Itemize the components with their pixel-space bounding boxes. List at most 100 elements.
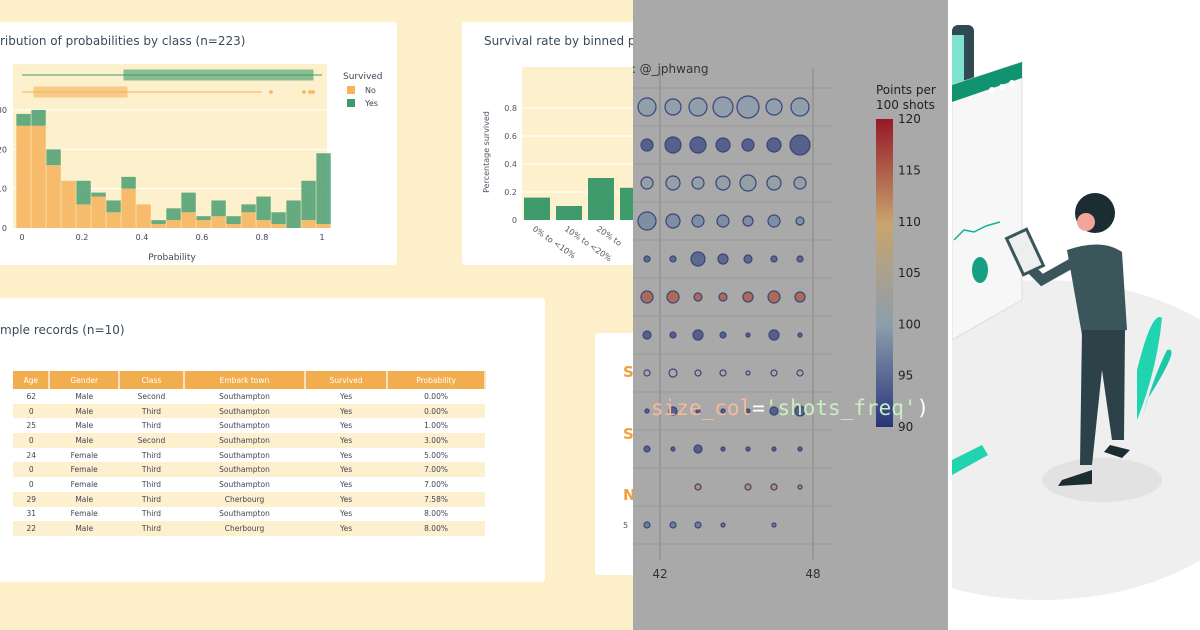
bubble (745, 370, 751, 376)
table-row: 62 Male Second Southampton Yes 0.00% (13, 389, 485, 404)
bubble (719, 331, 727, 339)
code-param: size_col (651, 396, 753, 420)
x-tick-label: 42 (652, 567, 667, 581)
table-cell: Yes (340, 479, 353, 489)
table-cell: 0 (13, 403, 50, 419)
bubble (767, 214, 781, 228)
bubble (793, 176, 807, 190)
table-cell: Yes (305, 433, 388, 448)
bar-yes (301, 180, 316, 221)
bubble (718, 292, 728, 302)
table-cell: 25 (26, 421, 36, 431)
y-tick-label: 0.2 (504, 188, 517, 197)
bubble (664, 98, 682, 116)
column-header[interactable]: Gender (49, 371, 121, 389)
bubble (742, 291, 754, 303)
boxplot-outlier (302, 90, 306, 94)
colorbar-tick: 95 (898, 369, 913, 383)
table-cell: Yes (305, 462, 388, 478)
column-header[interactable]: Class (119, 371, 185, 389)
table-cell: 8.00% (387, 521, 485, 536)
x-tick-label: 0 (19, 233, 24, 242)
table-cell: Yes (305, 403, 388, 419)
y-tick-label: 0.6 (504, 132, 517, 141)
table-cell: Southampton (219, 479, 270, 489)
bubble (669, 331, 677, 339)
bar-yes (106, 200, 121, 213)
table-cell: Yes (340, 509, 353, 519)
y-axis-label: Percentage survived (482, 111, 491, 193)
bubble (797, 332, 803, 338)
bar-yes (316, 153, 331, 225)
table-cell: Female (70, 509, 98, 519)
bubble (745, 408, 751, 414)
bubble (770, 483, 778, 491)
column-header[interactable]: Embark town (183, 371, 307, 389)
records-table: Age Gender Class Embark town Survived Probabi… (13, 371, 486, 536)
bubble-chart: 42 48 Points per 100 shots 90 95 100 105 110 115 1… (633, 68, 936, 581)
bubble (739, 174, 757, 192)
bubble (669, 521, 677, 529)
x-tick-label: 1 (319, 233, 324, 242)
bubble (690, 251, 706, 267)
bubble (742, 215, 754, 227)
table-cell: Male (75, 391, 94, 401)
bar-yes (151, 220, 166, 225)
bubble (794, 405, 806, 417)
x-tick-label: 0.2 (76, 233, 89, 242)
summary-letter: N (623, 486, 633, 504)
column-header[interactable]: Age (13, 371, 51, 389)
bar-title: Survival rate by binned pro (484, 34, 633, 48)
bar-yes (226, 216, 241, 225)
bubble (771, 446, 777, 452)
bubble (668, 368, 678, 378)
bubble (694, 521, 702, 529)
table-row: 24 Female Third Southampton Yes 5.00% (13, 448, 485, 463)
bar-yes (196, 216, 211, 221)
bubble (744, 483, 752, 491)
bubble (640, 138, 654, 152)
bubble (643, 445, 651, 453)
bubble (640, 176, 654, 190)
code-paren: ) (916, 396, 930, 420)
table-cell: Male (75, 421, 94, 431)
code-string: 'shots_freq' (764, 396, 917, 420)
table-row: 0 Male Third Southampton Yes 0.00% (13, 403, 485, 419)
bar (524, 197, 550, 220)
bar-yes (241, 204, 256, 213)
table-row: 0 Female Third Southampton Yes 7.00% (13, 462, 485, 478)
bubble (790, 97, 810, 117)
table-cell: Third (141, 509, 161, 519)
bubble (795, 216, 805, 226)
bar-no (316, 224, 331, 228)
bubble (637, 211, 657, 231)
histogram-card: ribution of probabilities by class (n=22… (0, 22, 397, 265)
table-cell: 29 (13, 491, 50, 507)
bubble (644, 408, 650, 414)
table-cell: 8.00% (424, 509, 448, 519)
y-tick-label: 0.8 (504, 104, 517, 113)
bubble (643, 255, 651, 263)
dashboard-panel: ribution of probabilities by class (n=22… (0, 0, 633, 630)
bubble (665, 213, 681, 229)
bubble (694, 369, 702, 377)
x-axis-label: Probability (148, 253, 196, 263)
bar-yes (256, 196, 271, 221)
column-header[interactable]: Probability (387, 371, 486, 389)
bar-no (106, 212, 121, 228)
bubble (691, 176, 705, 190)
column-header[interactable]: Survived (305, 371, 389, 389)
table-cell: Male (49, 521, 120, 536)
summary-letter: S (623, 363, 633, 381)
table-cell: Yes (305, 491, 388, 507)
table-cell: 7.00% (387, 462, 485, 478)
colorbar-tick: 110 (898, 215, 921, 229)
plot-background (522, 67, 633, 220)
bar-no (31, 125, 46, 228)
bubble (692, 329, 704, 341)
boxplot-box (33, 86, 128, 98)
x-tick-label: 0.4 (136, 233, 149, 242)
bar-no (151, 224, 166, 228)
bubble (796, 369, 804, 377)
bubble (720, 408, 726, 414)
